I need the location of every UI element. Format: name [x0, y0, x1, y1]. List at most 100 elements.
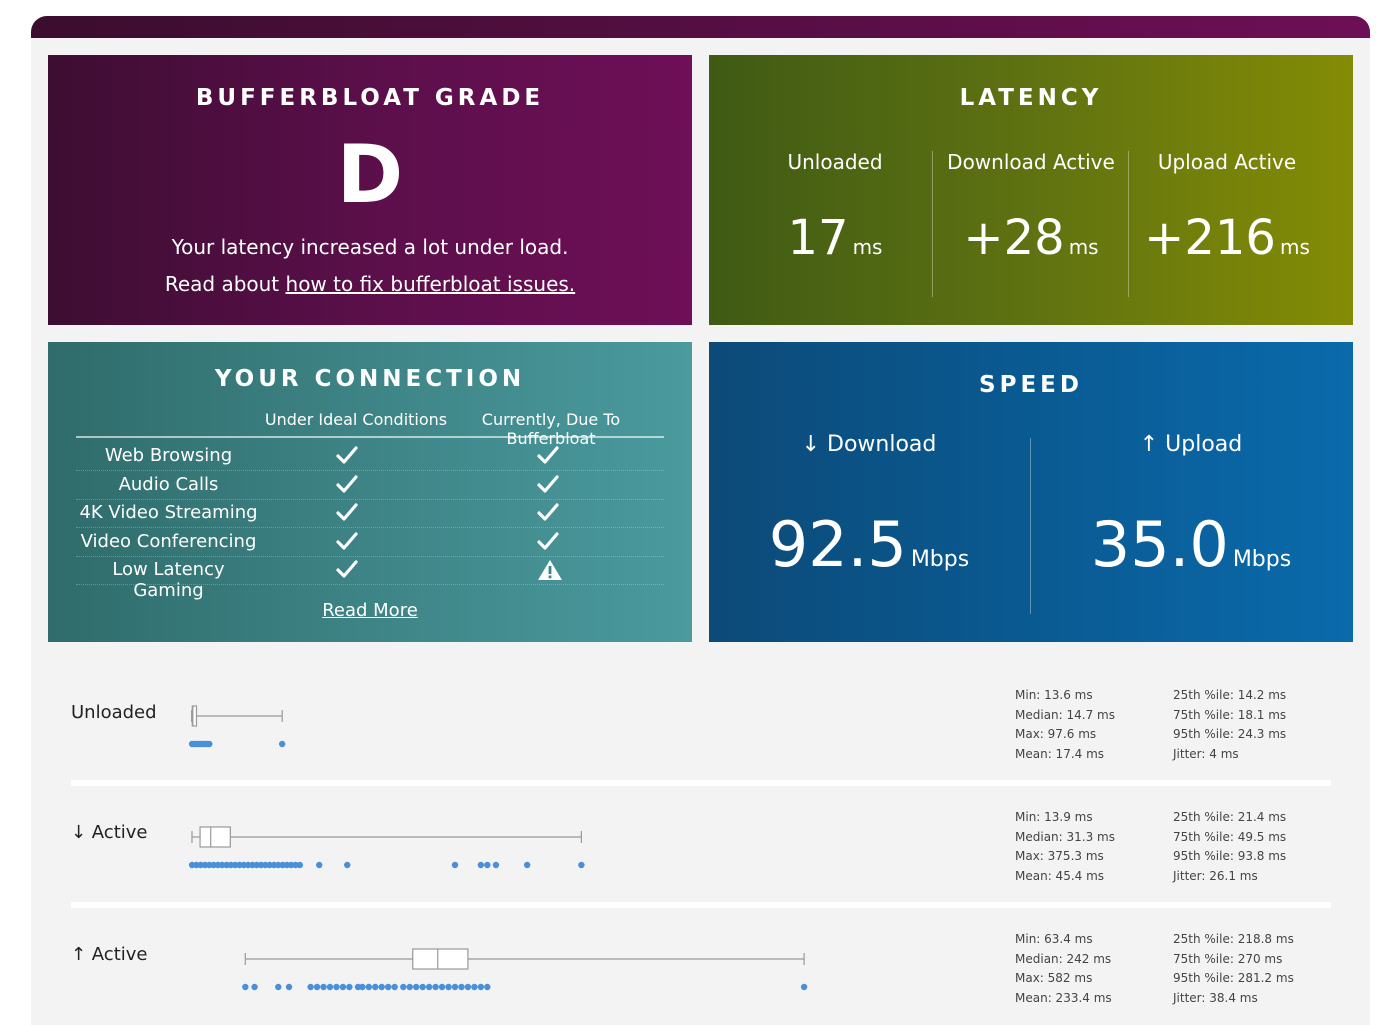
latency-unit: ms: [1068, 235, 1099, 259]
sample-point: [400, 983, 407, 991]
sample-point: [413, 983, 420, 991]
check-icon: [335, 473, 365, 497]
sample-point: [464, 983, 472, 991]
connection-row: Video Conferencing: [76, 528, 664, 557]
connection-activity: Web Browsing: [104, 445, 233, 466]
latency-title: LATENCY: [959, 85, 1103, 111]
sample-point: [425, 983, 433, 991]
latency-unit: ms: [852, 235, 883, 259]
check-icon: [536, 444, 566, 468]
stat-p75: 75th %ile: 18.1 ms: [1173, 707, 1287, 722]
iqr-box: [412, 948, 469, 970]
connection-row: Web Browsing: [76, 442, 664, 471]
sample-point: [285, 983, 293, 991]
stat-p25: 25th %ile: 14.2 ms: [1173, 688, 1287, 702]
sample-point: [384, 983, 392, 991]
stat-p75: 75th %ile: 270 ms: [1173, 951, 1283, 966]
stat-max: Max: 582 ms: [1015, 971, 1093, 985]
stats-right-unloaded: 25th %ile: 14.2 ms 75th %ile: 18.1 ms 95…: [1173, 686, 1286, 764]
sample-point: [372, 983, 379, 991]
latency-label: Upload Active: [1157, 150, 1297, 174]
sample-point: [296, 861, 304, 869]
latency-value: +216: [1144, 210, 1276, 266]
speed-title: SPEED: [979, 372, 1083, 398]
sample-point: [391, 983, 398, 991]
read-more-link[interactable]: Read More: [322, 600, 418, 621]
sample-point: [206, 740, 213, 748]
connection-row: Audio Calls: [76, 471, 664, 500]
stats-right-upload-active: 25th %ile: 218.8 ms 75th %ile: 270 ms 95…: [1173, 930, 1294, 1008]
sample-point: [326, 983, 334, 991]
plot-label-upload-active: ↑ Active: [71, 944, 148, 965]
sample-point: [458, 983, 465, 991]
stat-p95: 95th %ile: 93.8 ms: [1173, 849, 1287, 863]
bufferbloat-grade-card: BUFFERBLOAT GRADE D Your latency increas…: [48, 55, 692, 325]
grade-letter: D: [336, 128, 404, 221]
plot-label-unloaded: Unloaded: [71, 702, 157, 723]
download-unit: Mbps: [910, 547, 970, 572]
check-icon: [335, 501, 365, 525]
latency-divider: [1128, 151, 1129, 297]
boxplot-download-active: [188, 826, 585, 869]
upload-unit: Mbps: [1232, 547, 1292, 572]
connection-activity: Low Latency Gaming: [112, 559, 225, 601]
sample-point: [359, 983, 366, 991]
stat-median: Median: 14.7 ms: [1015, 707, 1115, 722]
check-icon: [536, 473, 566, 497]
upload-label: ↑ Upload: [1139, 432, 1243, 457]
latency-divider: [932, 151, 933, 297]
stat-p95: 95th %ile: 24.3 ms: [1173, 727, 1287, 741]
stat-mean: Mean: 45.4 ms: [1015, 868, 1105, 883]
latency-value: 17: [787, 210, 849, 266]
stat-min: Min: 13.9 ms: [1015, 810, 1093, 824]
header-ideal: Under Ideal Conditions: [264, 410, 448, 429]
sample-point: [419, 983, 426, 991]
check-icon: [536, 501, 566, 525]
stat-jitter: Jitter: 4 ms: [1173, 746, 1239, 761]
download-value: 92.5: [768, 508, 907, 581]
sample-point: [339, 983, 347, 991]
warning-icon: [536, 558, 566, 582]
stat-mean: Mean: 17.4 ms: [1015, 746, 1105, 761]
sample-point: [346, 983, 353, 991]
speed-divider: [1030, 438, 1031, 614]
sample-point: [406, 983, 413, 991]
sample-point: [523, 861, 531, 869]
grade-message: Your latency increased a lot under load.: [171, 235, 569, 259]
sample-point: [451, 861, 459, 869]
stat-min: Min: 13.6 ms: [1015, 688, 1093, 702]
stats-right-download-active: 25th %ile: 21.4 ms 75th %ile: 49.5 ms 95…: [1173, 808, 1286, 886]
stat-p95: 95th %ile: 281.2 ms: [1173, 971, 1294, 985]
header-current: Currently, Due To Bufferbloat: [481, 410, 621, 448]
sample-point: [278, 740, 286, 748]
sample-point: [484, 983, 491, 991]
sample-point: [313, 983, 321, 991]
sample-point: [344, 861, 351, 869]
sample-point: [492, 861, 500, 869]
connection-row: 4K Video Streaming: [76, 499, 664, 528]
check-icon: [536, 530, 566, 554]
stat-jitter: Jitter: 26.1 ms: [1173, 868, 1258, 883]
stats-left-unloaded: Min: 13.6 ms Median: 14.7 ms Max: 97.6 m…: [1015, 686, 1115, 764]
latency-download-active: Download Active +28 ms: [933, 150, 1129, 296]
latency-unloaded: Unloaded 17 ms: [737, 150, 933, 296]
fix-bufferbloat-link[interactable]: how to fix bufferbloat issues.: [285, 272, 576, 296]
connection-row: Low Latency Gaming: [76, 556, 664, 601]
grade-read-line: Read about how to fix bufferbloat issues…: [48, 272, 692, 296]
stat-jitter: Jitter: 38.4 ms: [1173, 990, 1258, 1005]
connection-activity: Video Conferencing: [80, 530, 257, 552]
check-icon: [335, 530, 365, 554]
connection-activity: 4K Video Streaming: [79, 502, 258, 523]
connection-title: YOUR CONNECTION: [214, 366, 526, 392]
sample-point: [333, 983, 340, 991]
sample-point: [316, 861, 323, 869]
stat-max: Max: 97.6 ms: [1015, 727, 1097, 741]
stat-median: Median: 31.3 ms: [1015, 829, 1115, 844]
sample-point: [365, 983, 372, 991]
sample-point: [451, 983, 459, 991]
sample-point: [477, 861, 485, 869]
stat-min: Min: 63.4 ms: [1015, 932, 1093, 946]
sample-point: [800, 983, 808, 991]
sample-point: [578, 861, 585, 869]
grade-title: BUFFERBLOAT GRADE: [195, 85, 545, 111]
